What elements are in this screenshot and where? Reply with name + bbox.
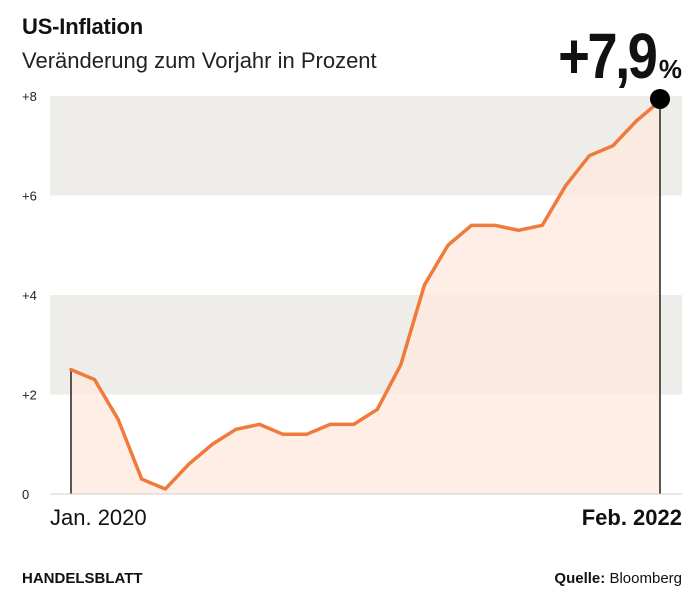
- inflation-area-fill: [71, 100, 660, 494]
- y-tick-label: 0: [22, 487, 29, 502]
- y-tick-label: +8: [22, 89, 37, 104]
- callout-value: +7,9: [557, 20, 658, 92]
- brand-label: HANDELSBLATT: [22, 570, 143, 587]
- y-tick-label: +6: [22, 189, 37, 204]
- x-axis-end-label: Feb. 2022: [581, 505, 682, 530]
- y-tick-label: +2: [22, 388, 37, 403]
- chart-title: US-Inflation: [22, 14, 144, 39]
- callout-unit: %: [658, 54, 682, 84]
- source-prefix: Quelle:: [554, 570, 606, 587]
- latest-value-marker: [650, 88, 670, 109]
- latest-value-callout: +7,9 %: [541, 24, 682, 88]
- inflation-line: [69, 99, 662, 491]
- x-axis-start-label: Jan. 2020: [50, 505, 147, 530]
- source-label: Quelle: Bloomberg: [554, 570, 682, 587]
- source-value: Bloomberg: [609, 570, 682, 587]
- chart-subtitle: Veränderung zum Vorjahr in Prozent: [22, 48, 377, 73]
- y-axis-ticks: 0 +2 +4 +6 +8: [22, 89, 37, 502]
- y-tick-label: +4: [22, 288, 37, 303]
